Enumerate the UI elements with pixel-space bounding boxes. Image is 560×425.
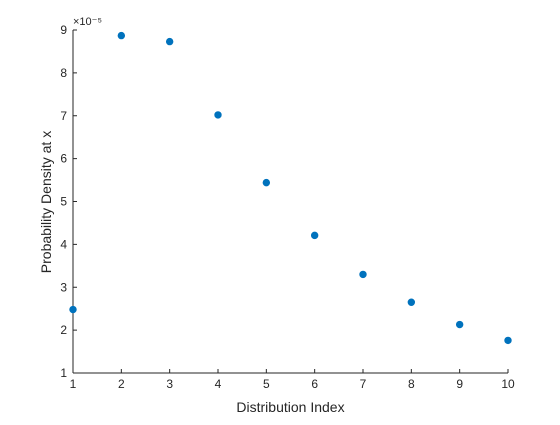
data-point (117, 31, 126, 40)
data-point (359, 270, 367, 279)
x-tick-label: 8 (408, 377, 415, 391)
x-tick-label: 7 (360, 377, 367, 391)
data-point (407, 298, 416, 306)
x-tick-label: 5 (263, 377, 270, 391)
data-point (69, 305, 77, 314)
data-point (262, 178, 271, 187)
x-axis-label: Distribution Index (236, 399, 344, 415)
y-axis-label: Probability Density at x (38, 131, 54, 273)
y-tick-label: 5 (60, 195, 67, 209)
y-exponent-label: ×10⁻⁵ (73, 16, 102, 28)
y-tick-label: 3 (60, 280, 67, 294)
y-tick-label: 8 (60, 66, 67, 80)
data-points (69, 31, 512, 345)
y-tick-label: 2 (60, 323, 67, 337)
y-tick-label: 6 (60, 152, 67, 166)
y-tick-label: 4 (60, 237, 67, 251)
y-tick-label: 9 (60, 23, 67, 37)
x-tick-label: 4 (215, 377, 222, 391)
y-tick-label: 1 (60, 366, 67, 380)
x-tick-label: 6 (311, 377, 318, 391)
axes (72, 30, 508, 374)
data-point (165, 37, 174, 46)
x-ticks: 1 2 3 4 5 6 7 8 9 10 (70, 369, 515, 391)
x-tick-label: 2 (118, 377, 125, 391)
y-tick-label: 7 (60, 109, 67, 123)
x-tick-label: 1 (70, 377, 77, 391)
data-point (504, 336, 512, 345)
x-tick-label: 9 (456, 377, 463, 391)
x-tick-label: 10 (501, 377, 515, 391)
data-point (455, 320, 464, 329)
data-point (214, 111, 222, 119)
y-ticks: 1 2 3 4 5 6 7 8 9 (60, 23, 77, 380)
data-point (310, 231, 319, 240)
x-tick-label: 3 (166, 377, 173, 391)
